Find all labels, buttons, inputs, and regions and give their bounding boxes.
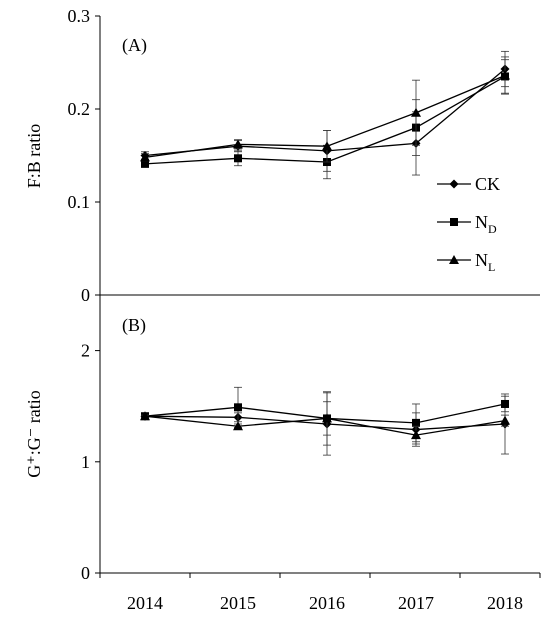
data-point bbox=[141, 159, 149, 168]
legend-marker bbox=[449, 179, 459, 189]
data-point bbox=[140, 411, 150, 421]
legend-label: ND bbox=[475, 212, 497, 236]
series-n-l bbox=[140, 56, 510, 163]
series-ck bbox=[140, 50, 510, 176]
x-tick-label: 2016 bbox=[309, 593, 345, 613]
data-point bbox=[234, 403, 242, 412]
legend-subscript: D bbox=[488, 222, 497, 236]
data-point bbox=[501, 399, 509, 408]
data-point bbox=[411, 107, 421, 117]
legend-marker bbox=[450, 218, 458, 226]
y-tick-label: 2 bbox=[81, 341, 90, 361]
data-point bbox=[412, 418, 420, 427]
y-tick-label: 0 bbox=[81, 285, 90, 305]
y-tick-label: 0 bbox=[81, 563, 90, 583]
panel-b: 0 1 2 bbox=[81, 341, 510, 583]
series-line bbox=[144, 68, 506, 157]
data-point bbox=[233, 421, 243, 431]
data-point bbox=[500, 70, 510, 80]
legend-subscript: L bbox=[488, 260, 495, 274]
data-point bbox=[322, 413, 332, 423]
data-point bbox=[233, 139, 243, 149]
legend: CK ND NL bbox=[437, 174, 500, 274]
data-point bbox=[140, 152, 150, 162]
x-tick-label: 2015 bbox=[220, 593, 256, 613]
x-tick-label: 2017 bbox=[398, 593, 434, 613]
x-axis: 2014 2015 2016 2017 2018 bbox=[99, 573, 541, 613]
legend-label: CK bbox=[475, 174, 500, 194]
legend-marker bbox=[449, 255, 459, 264]
series-ck bbox=[140, 392, 510, 456]
legend-label: NL bbox=[475, 250, 495, 274]
y-tick-label: 0.1 bbox=[68, 192, 91, 212]
data-point bbox=[500, 415, 510, 425]
data-point bbox=[234, 154, 242, 163]
data-point bbox=[322, 141, 332, 151]
y-tick-label: 0.3 bbox=[68, 6, 91, 26]
series-n-l bbox=[140, 401, 510, 445]
panel-a-label: (A) bbox=[122, 35, 147, 56]
x-tick-label: 2014 bbox=[127, 593, 163, 613]
series-n-d bbox=[141, 59, 509, 180]
panel-b-label: (B) bbox=[122, 315, 146, 336]
y-tick-label: 0.2 bbox=[68, 99, 91, 119]
panel-a: 0 0.1 0.2 0.3 bbox=[68, 6, 510, 305]
y-tick-label: 1 bbox=[81, 452, 90, 472]
panel-a-ylabel: F:B ratio bbox=[24, 124, 44, 189]
data-point bbox=[411, 430, 421, 440]
panel-b-ylabel: G⁺:G⁻ ratio bbox=[24, 390, 44, 478]
x-tick-label: 2018 bbox=[487, 593, 523, 613]
